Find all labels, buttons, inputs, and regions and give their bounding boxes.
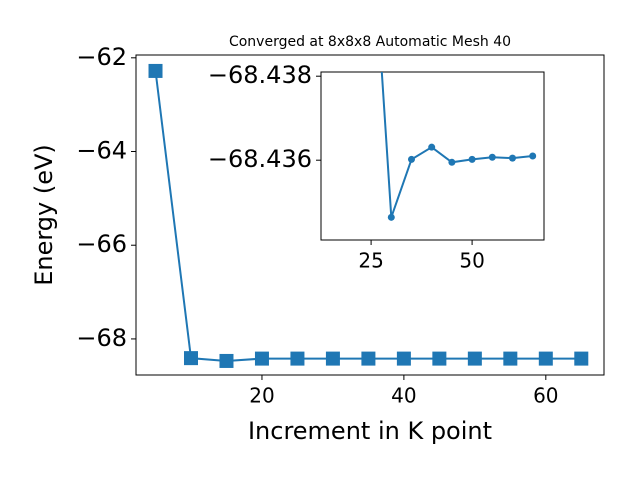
x-tick-label: 40	[391, 384, 416, 408]
marker	[148, 63, 163, 78]
marker	[325, 351, 340, 366]
x-axis-label: Increment in K point	[248, 417, 492, 445]
marker	[574, 351, 589, 366]
x-tick-label: 50	[459, 249, 484, 273]
x-tick-label: 60	[533, 384, 558, 408]
marker	[407, 155, 415, 163]
y-tick-label: −68.436	[208, 145, 312, 173]
marker	[361, 351, 376, 366]
y-tick-label: −62	[76, 43, 127, 71]
marker	[468, 155, 476, 163]
marker	[529, 152, 537, 160]
marker	[183, 351, 198, 366]
marker	[503, 351, 518, 366]
plot-clip	[380, 72, 537, 221]
plot-area	[320, 71, 545, 241]
y-tick-label: −66	[76, 230, 127, 258]
y-tick-label: −68	[76, 324, 127, 352]
marker	[428, 143, 436, 151]
y-tick-label: −68.438	[208, 61, 312, 89]
plot-clip	[148, 63, 589, 368]
x-tick-label: 20	[249, 384, 274, 408]
marker	[219, 353, 234, 368]
marker	[396, 351, 411, 366]
marker	[448, 158, 456, 166]
marker	[488, 153, 496, 161]
marker	[508, 154, 516, 162]
marker	[254, 351, 269, 366]
marker	[467, 351, 482, 366]
y-axis-label: Energy (eV)	[30, 144, 58, 286]
marker	[387, 213, 395, 221]
marker	[290, 351, 305, 366]
x-tick-label: 25	[358, 249, 383, 273]
chart-title: Converged at 8x8x8 Automatic Mesh 40	[229, 34, 511, 50]
marker	[432, 351, 447, 366]
marker	[538, 351, 553, 366]
y-tick-label: −64	[76, 137, 127, 165]
